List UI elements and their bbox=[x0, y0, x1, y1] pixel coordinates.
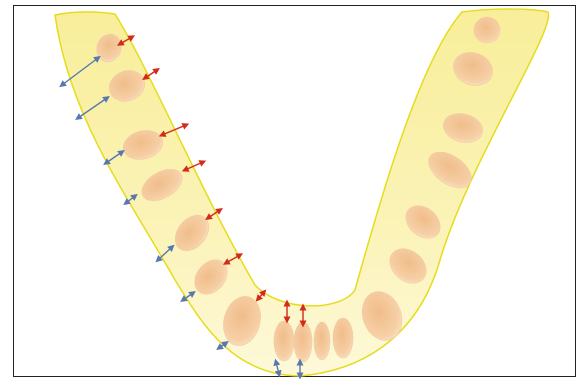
diagram bbox=[0, 0, 579, 379]
tooth bbox=[274, 321, 294, 361]
tooth bbox=[314, 322, 330, 360]
body bbox=[0, 0, 579, 379]
tooth bbox=[474, 17, 500, 43]
tooth bbox=[333, 318, 353, 358]
tooth bbox=[294, 322, 312, 362]
page: Dental arch diagram {} html, body { marg… bbox=[0, 0, 579, 379]
